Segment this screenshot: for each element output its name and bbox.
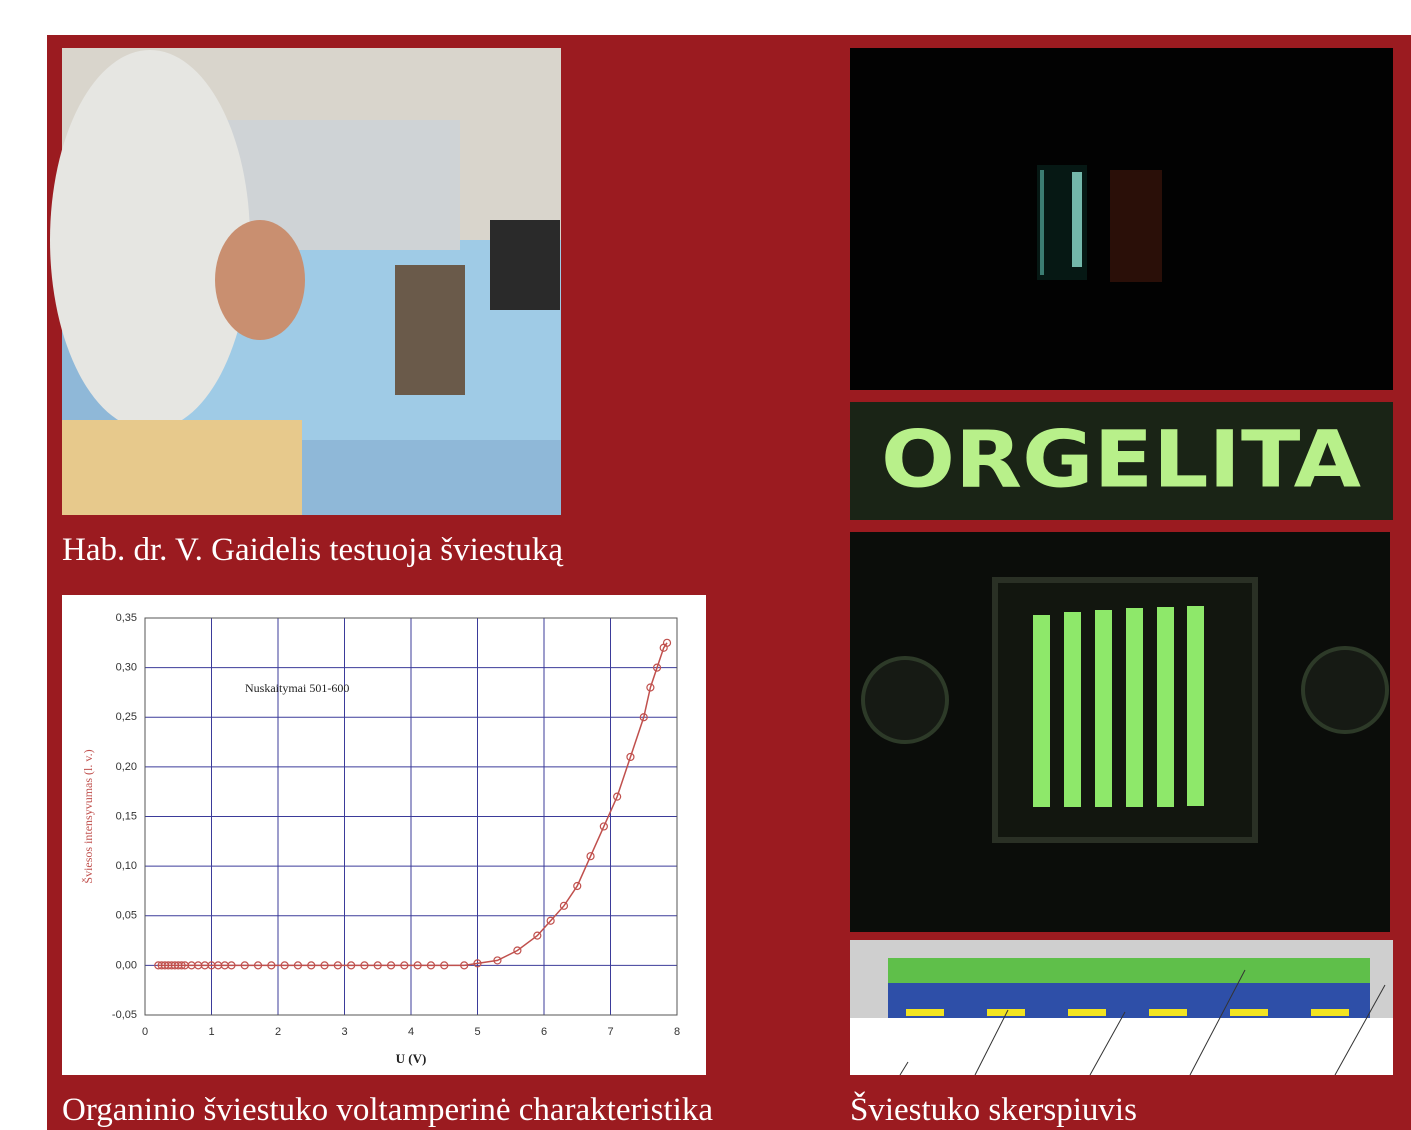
y-tick-label: 0,05	[116, 910, 137, 922]
x-tick-label: 7	[607, 1026, 613, 1038]
chart-caption: Organinio šviestuko voltamperinė charakt…	[62, 1092, 713, 1128]
page-canvas: Hab. dr. V. Gaidelis testuoja šviestuką …	[0, 0, 1411, 1130]
annotation: Nuskaitymai 501-600	[245, 681, 349, 695]
body: Hab. dr. V. Gaidelis testuoja šviestuką …	[0, 0, 1411, 1130]
y-tick-label: 0,35	[116, 612, 137, 624]
y-tick-label: 0,15	[116, 810, 137, 822]
y-tick-label: 0,10	[116, 860, 137, 872]
x-tick-label: 4	[408, 1026, 414, 1038]
chart-background	[62, 595, 706, 1075]
y-tick-label: -0,05	[112, 1009, 137, 1021]
x-tick-label: 6	[541, 1026, 547, 1038]
page: OLED {"captions": {"photo": "Hab. dr. V.…	[0, 0, 1411, 1130]
orgelita-photo: ORGELITA	[850, 402, 1393, 520]
stripes-photo	[850, 532, 1390, 932]
x-tick-label: 5	[474, 1026, 480, 1038]
x-axis-label: U (V)	[396, 1051, 427, 1066]
x-tick-label: 1	[208, 1026, 214, 1038]
sign-text: ORGELITA	[881, 415, 1361, 505]
y-tick-label: 0,25	[116, 711, 137, 723]
x-tick-label: 8	[674, 1026, 680, 1038]
y-axis-label: Šviesos intensyvumas (l. v.)	[81, 749, 95, 883]
x-tick-label: 0	[142, 1026, 148, 1038]
y-tick-label: 0,00	[116, 959, 137, 971]
y-tick-label: 0,30	[116, 662, 137, 674]
dark-device-photo	[850, 48, 1393, 390]
x-tick-label: 3	[341, 1026, 347, 1038]
x-tick-label: 2	[275, 1026, 281, 1038]
y-tick-label: 0,20	[116, 761, 137, 773]
cross-section-caption: Šviestuko skerspiuvis	[850, 1090, 1137, 1128]
cross-section-diagram	[850, 940, 1393, 1075]
lab-photo	[50, 48, 561, 515]
photo-caption: Hab. dr. V. Gaidelis testuoja šviestuką	[62, 532, 563, 568]
